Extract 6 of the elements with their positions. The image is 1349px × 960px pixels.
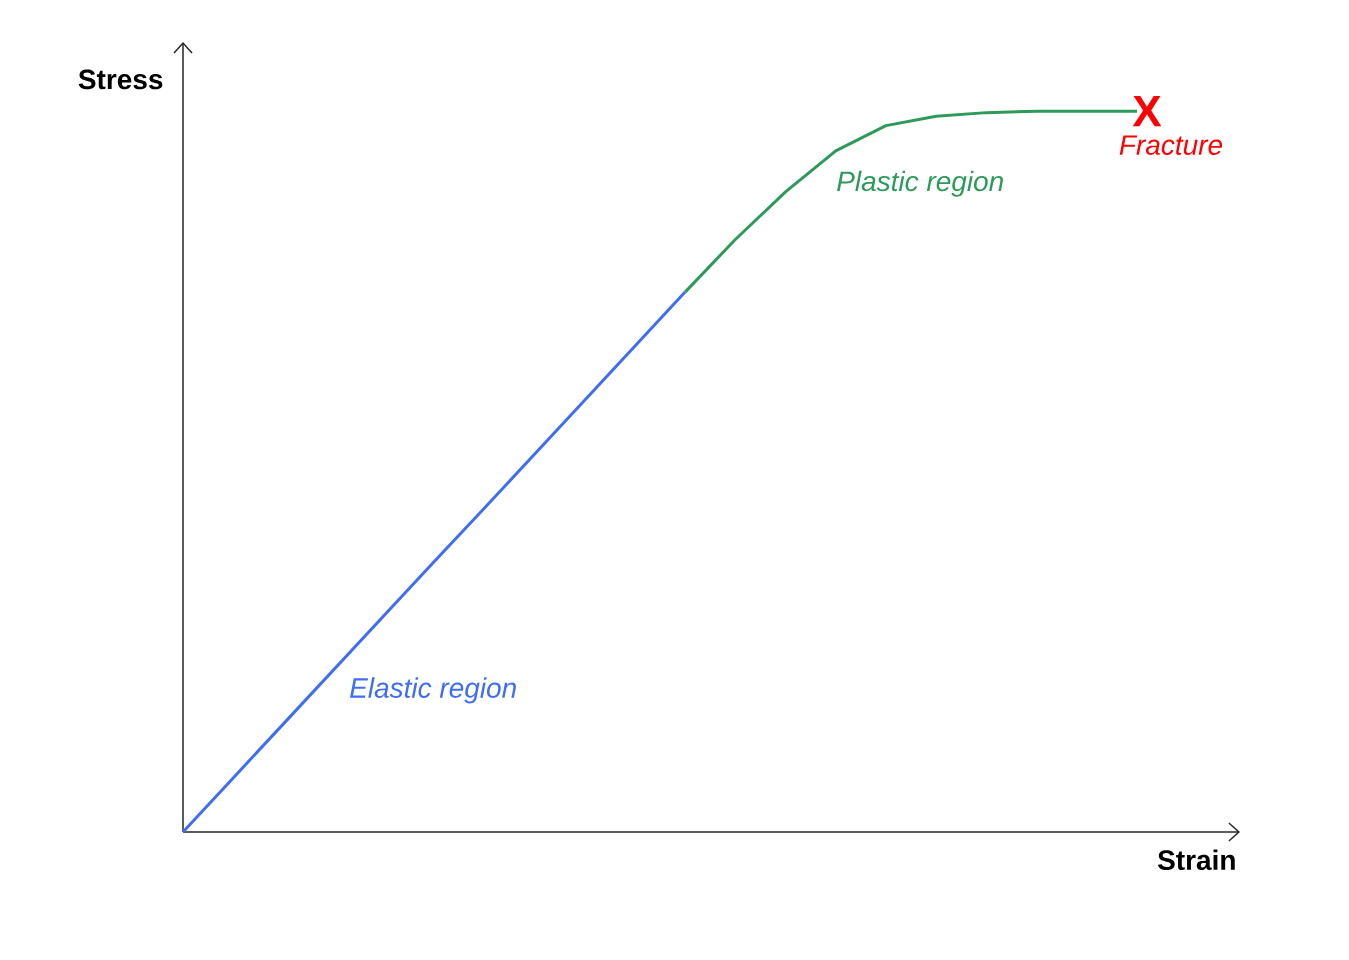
annotation: Fracture — [1119, 135, 1223, 155]
series-label: Plastic region — [837, 170, 1003, 197]
annotation: X — [1132, 96, 1162, 127]
x-axis-title: Strain — [1157, 849, 1235, 871]
y-axis-title: Stress — [78, 69, 163, 90]
series-label: Elastic region — [350, 677, 516, 704]
